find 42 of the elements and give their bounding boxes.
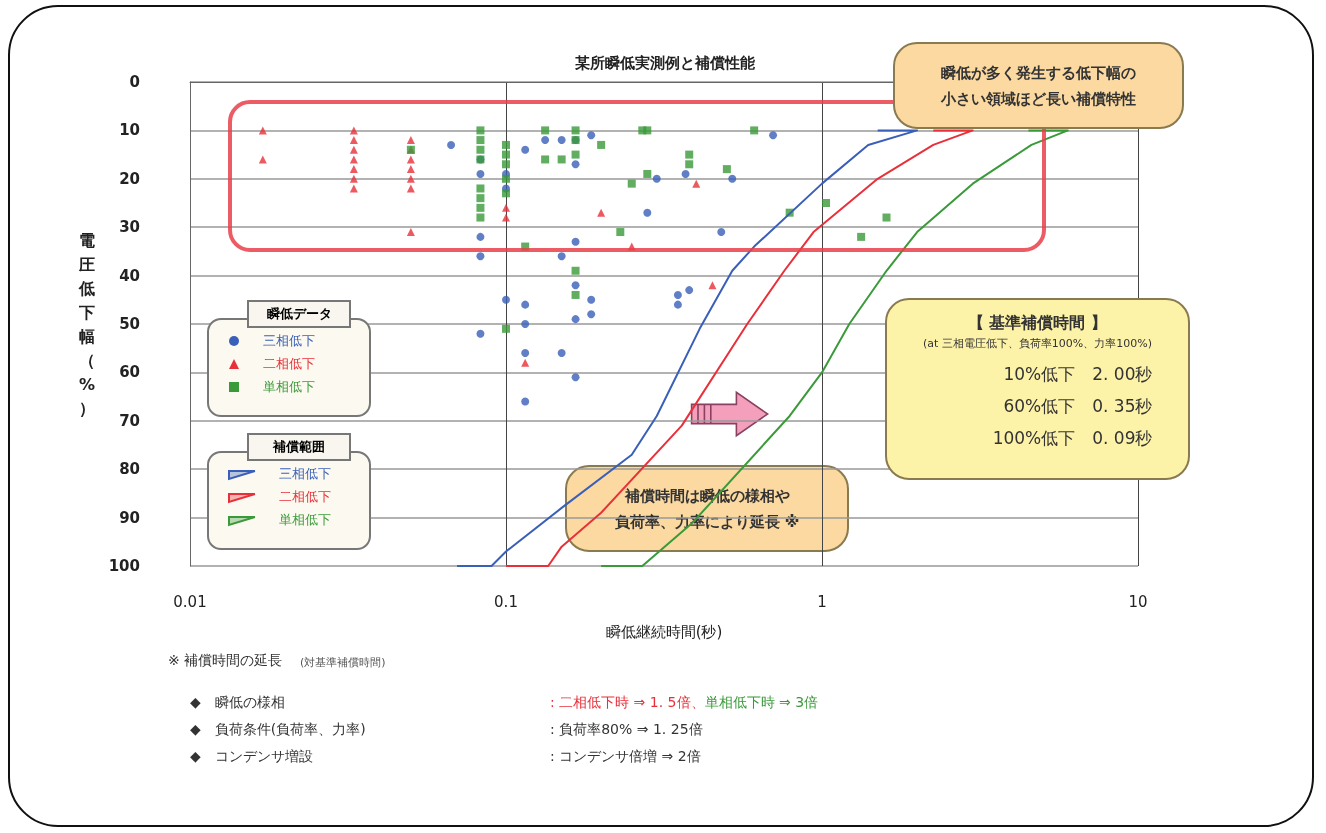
text: (対基準補償時間) bbox=[300, 655, 386, 670]
text: ◆ 瞬低の様相 bbox=[190, 694, 285, 712]
legend-heading-tab: 補償範囲 bbox=[247, 433, 351, 461]
annotation: 【 基準補償時間 】 bbox=[967, 312, 1108, 334]
x-tick-label: 0.1 bbox=[494, 592, 518, 611]
y-tick-label: 70 bbox=[119, 411, 140, 430]
legend-label: 二相低下 bbox=[263, 355, 315, 373]
legend-label: 二相低下 bbox=[279, 488, 331, 506]
legend-label: 三相低下 bbox=[279, 465, 331, 483]
chart-title: 某所瞬低実測例と補償性能 bbox=[574, 53, 756, 72]
x-tick-label: 0.01 bbox=[173, 592, 207, 611]
text: : 負荷率80% ⇒ 1. 25倍 bbox=[550, 721, 703, 739]
y-tick-label: 10 bbox=[119, 121, 140, 140]
text: ※ 補償時間の延長 bbox=[168, 652, 283, 670]
text: ◆ 負荷条件(負荷率、力率) bbox=[190, 721, 366, 739]
y-tick-label: 50 bbox=[119, 315, 140, 333]
y-tick-label: 20 bbox=[119, 169, 140, 188]
y-tick-label: 30 bbox=[119, 218, 140, 237]
y-tick-label: 60 bbox=[119, 363, 140, 382]
text: : 二相低下時 ⇒ 1. 5倍、 bbox=[550, 694, 705, 710]
y-tick-label: 100 bbox=[108, 557, 140, 575]
text: 単相低下時 ⇒ 3倍 bbox=[704, 694, 819, 710]
y-tick-label: 90 bbox=[119, 508, 140, 527]
annotation: 60%低下 0. 35秒 bbox=[1002, 395, 1153, 418]
annotation: 小さい領域ほど長い補償特性 bbox=[941, 88, 1136, 110]
x-tick-label: 10 bbox=[1128, 592, 1148, 611]
annotation: 10%低下 2. 00秒 bbox=[1002, 363, 1153, 386]
x-axis-title: 瞬低継続時間(秒) bbox=[605, 622, 723, 641]
annotation: 100%低下 0. 09秒 bbox=[991, 427, 1153, 450]
legend-label: 単相低下 bbox=[279, 511, 331, 529]
legend-label: 三相低下 bbox=[263, 332, 315, 350]
legend-label: 単相低下 bbox=[263, 378, 315, 396]
annotation: (at 三相電圧低下、負荷率100%、力率100%) bbox=[922, 336, 1153, 352]
text: : コンデンサ倍増 ⇒ 2倍 bbox=[550, 748, 701, 766]
y-axis-title: 電圧低下幅（%） bbox=[78, 230, 95, 418]
y-tick-label: 40 bbox=[119, 266, 140, 285]
y-tick-label: 0 bbox=[129, 73, 140, 91]
callout-box: 瞬低が多く発生する低下幅の 小さい領域ほど長い補償特性 bbox=[893, 42, 1184, 129]
y-tick-label: 80 bbox=[119, 460, 140, 479]
x-tick-label: 1 bbox=[817, 592, 827, 611]
text: ◆ コンデンサ増設 bbox=[190, 748, 313, 766]
legend-heading-tab: 瞬低データ bbox=[247, 300, 351, 328]
